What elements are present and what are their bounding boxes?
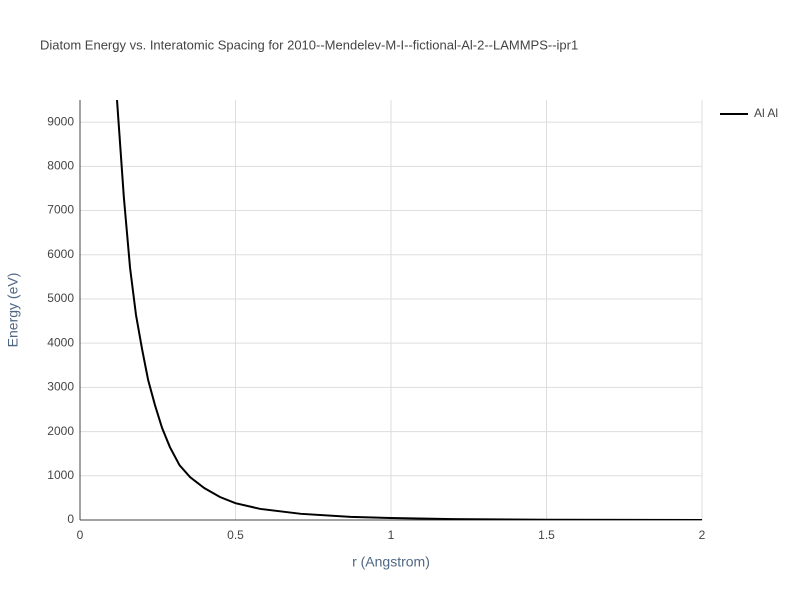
x-tick-label: 1 xyxy=(388,528,395,542)
chart-title: Diatom Energy vs. Interatomic Spacing fo… xyxy=(40,37,578,52)
y-tick-label: 1000 xyxy=(47,468,74,482)
y-tick-label: 9000 xyxy=(47,114,74,128)
y-tick-label: 6000 xyxy=(47,247,74,261)
y-tick-label: 2000 xyxy=(47,424,74,438)
y-tick-label: 5000 xyxy=(47,291,74,305)
y-tick-label: 8000 xyxy=(47,158,74,172)
x-tick-label: 2 xyxy=(699,528,706,542)
x-axis-title: r (Angstrom) xyxy=(352,554,430,570)
x-tick-label: 1.5 xyxy=(538,528,555,542)
x-tick-label: 0 xyxy=(77,528,84,542)
y-tick-label: 7000 xyxy=(47,203,74,217)
y-tick-label: 3000 xyxy=(47,380,74,394)
legend-label: Al Al xyxy=(754,106,778,120)
y-tick-label: 4000 xyxy=(47,335,74,349)
y-tick-label: 0 xyxy=(67,512,74,526)
x-tick-label: 0.5 xyxy=(227,528,244,542)
y-axis-title: Energy (eV) xyxy=(5,273,21,348)
line xyxy=(116,100,702,520)
